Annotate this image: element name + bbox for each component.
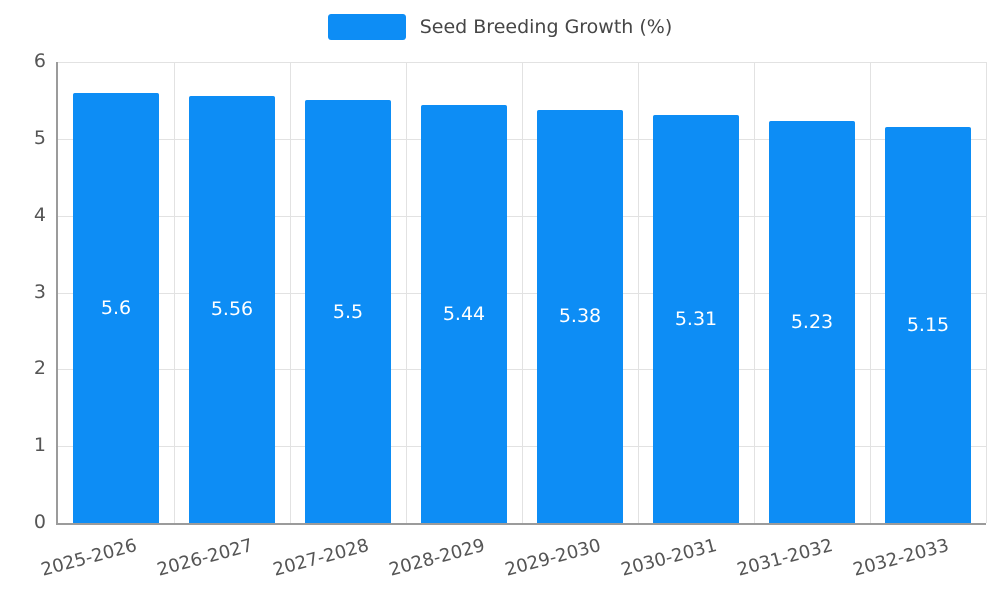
legend[interactable]: Seed Breeding Growth (%) (0, 14, 1000, 40)
bar-2028-2029: 5.44 (421, 105, 507, 523)
x-tick-label: 2025-2026 (38, 535, 140, 581)
bar-value-label: 5.5 (332, 300, 364, 323)
bar-value-label: 5.31 (674, 308, 718, 330)
x-gridline (638, 62, 639, 523)
y-tick-label: 5 (33, 126, 46, 149)
y-tick-label: 3 (33, 280, 46, 303)
bar-2030-2031: 5.31 (653, 115, 739, 523)
bar-value-label: 5.6 (100, 296, 132, 319)
legend-swatch[interactable] (327, 14, 406, 40)
x-tick-label: 2028-2029 (386, 535, 488, 581)
x-tick-label: 2031-2032 (734, 535, 836, 581)
x-gridline (290, 62, 291, 523)
x-tick-label: 2029-2030 (502, 535, 604, 581)
y-tick-label: 4 (33, 203, 46, 226)
bar-2027-2028: 5.5 (305, 100, 391, 523)
bar-value-label: 5.38 (558, 305, 602, 328)
x-gridline (406, 62, 407, 523)
bar-value-label: 5.23 (790, 311, 834, 334)
bar-2032-2033: 5.15 (885, 127, 971, 523)
x-tick-label: 2030-2031 (618, 535, 720, 581)
bar-value-label: 5.44 (442, 303, 486, 326)
y-tick-label: 0 (33, 510, 46, 533)
y-tick-label: 1 (33, 434, 46, 457)
x-gridline (522, 62, 523, 523)
x-tick-label: 2027-2028 (270, 535, 372, 581)
x-gridline (986, 62, 987, 523)
bar-value-label: 5.56 (210, 298, 254, 321)
y-tick-label: 2 (33, 357, 46, 380)
plot-area: 0 1 2 3 4 5 6 5.6 2025-2026 5.56 2026-2027 5.5 2027-… (34, 50, 987, 581)
bar-2031-2032: 5.23 (769, 121, 855, 523)
x-gridline (754, 62, 755, 523)
bar-2025-2026: 5.6 (73, 92, 159, 523)
x-gridline (174, 62, 175, 523)
x-gridline (870, 62, 871, 523)
bar-2026-2027: 5.56 (189, 95, 275, 523)
legend-label: Seed Breeding Growth (%) (419, 16, 673, 38)
y-tick-label: 6 (33, 49, 46, 72)
bar-2029-2030: 5.38 (537, 109, 623, 523)
x-tick-label: 2026-2027 (154, 535, 256, 581)
x-tick-label: 2032-2033 (850, 535, 952, 581)
bar-value-label: 5.15 (906, 314, 950, 337)
